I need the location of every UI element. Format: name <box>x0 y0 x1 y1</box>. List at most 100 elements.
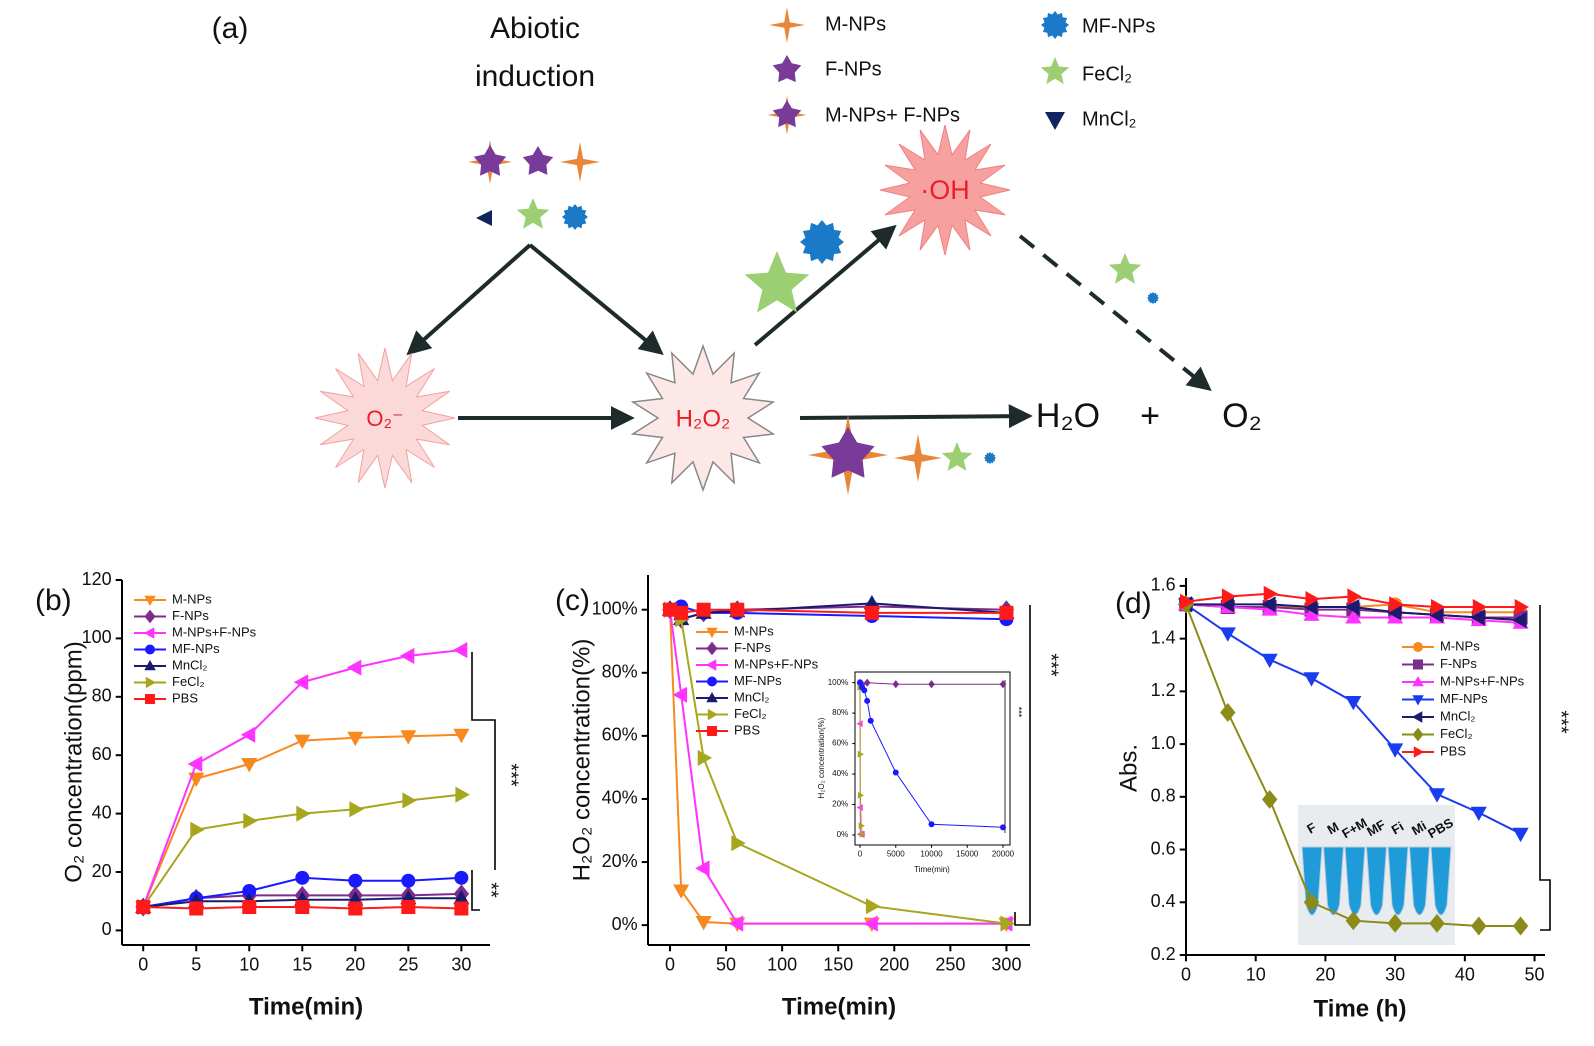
marker <box>1514 599 1529 615</box>
y-tick-label: 0.8 <box>1151 786 1176 806</box>
x-tick-label: 5 <box>191 954 201 974</box>
marker <box>402 792 417 809</box>
marker <box>348 901 363 916</box>
marker <box>1305 591 1320 608</box>
marker <box>189 901 204 916</box>
y-tick-label: 80% <box>832 708 848 717</box>
marker <box>1428 788 1445 803</box>
marker <box>857 679 864 686</box>
legend-label: MF-NPs <box>172 641 220 656</box>
marker <box>1344 599 1360 615</box>
marker <box>1512 612 1527 629</box>
x-tick-label: 300 <box>991 954 1021 974</box>
y-tick-label: 60 <box>92 744 112 764</box>
icon <box>473 145 507 176</box>
icon <box>1041 11 1069 39</box>
legend-label: FeCl₂ <box>172 674 205 689</box>
y-tick-label: 0.4 <box>1151 891 1176 911</box>
significance-bracket <box>471 870 480 911</box>
annotation: *** <box>1014 707 1024 718</box>
icon <box>1147 292 1159 304</box>
icon <box>1040 57 1070 85</box>
marker <box>346 659 362 676</box>
marker <box>999 605 1014 620</box>
heading: Abiotic <box>490 12 580 45</box>
legend-label: PBS <box>172 690 198 705</box>
marker <box>241 758 258 773</box>
marker <box>136 900 151 915</box>
marker <box>453 889 470 905</box>
legend-marker <box>1413 659 1423 670</box>
legend-label: M-NPs+F-NPs <box>1440 673 1525 688</box>
y-tick-label: 40% <box>832 769 848 778</box>
marker <box>1303 606 1320 621</box>
marker <box>1262 790 1278 809</box>
y-tick-label: 100 <box>82 627 112 647</box>
panel-label: (a) <box>212 12 249 45</box>
y-tick-label: 1.4 <box>1151 627 1176 647</box>
plot-frame <box>854 671 1011 846</box>
annotation: *** <box>500 763 522 787</box>
legend-label: MF-NPs <box>734 673 782 688</box>
legend-marker <box>706 641 718 656</box>
legend-marker <box>1412 676 1424 687</box>
marker <box>928 680 935 689</box>
marker <box>400 730 417 745</box>
marker <box>696 602 711 617</box>
y-axis-title: H₂O₂ concentration(%) <box>568 639 595 882</box>
icon <box>522 146 554 175</box>
marker <box>861 687 868 694</box>
x-tick-label: 25 <box>398 954 418 974</box>
icon <box>800 220 844 264</box>
x-tick-label: 50 <box>716 954 736 974</box>
marker <box>1472 599 1488 615</box>
x-tick-label: 40 <box>1455 964 1475 984</box>
legend-label: MF-NPs <box>1440 691 1488 706</box>
legend-label: FeCl₂ <box>1440 726 1473 741</box>
marker <box>730 602 745 617</box>
y-tick-label: 0 <box>102 919 112 939</box>
legend-marker <box>706 692 718 703</box>
marker <box>349 801 364 818</box>
marker <box>1303 892 1320 912</box>
legend-label: F-NPs <box>734 640 771 655</box>
marker <box>295 870 310 885</box>
legend-marker <box>1413 746 1424 758</box>
marker <box>695 860 710 877</box>
x-tick-label: 10 <box>1246 964 1266 984</box>
x-tick-label: 15 <box>292 954 312 974</box>
legend-label: F-NPs <box>1440 656 1477 671</box>
legend-label: FeCl₂ <box>1082 63 1132 85</box>
legend-marker <box>1412 695 1424 706</box>
tube <box>1365 846 1388 916</box>
y-tick-label: 40 <box>92 802 112 822</box>
marker <box>399 647 415 664</box>
x-axis-title: Time (h) <box>1314 995 1407 1022</box>
y-axis-title: Abs. <box>1115 744 1142 792</box>
tube <box>1430 846 1452 916</box>
marker <box>455 786 470 803</box>
marker <box>454 901 469 916</box>
marker <box>1261 653 1278 669</box>
arrow <box>1018 234 1212 392</box>
icon <box>1045 112 1065 130</box>
marker <box>697 749 712 766</box>
node-label: O₂⁻ <box>366 406 403 431</box>
node-burst <box>879 124 1011 256</box>
y-tick-label: 0% <box>612 914 638 934</box>
legend-label: M-NPs <box>172 591 212 606</box>
panel-label: (d) <box>1115 587 1152 620</box>
product: O₂ <box>1222 397 1262 435</box>
node-burst <box>630 343 776 493</box>
x-tick-label: 30 <box>1385 964 1405 984</box>
marker <box>294 734 311 749</box>
arrow <box>753 224 897 347</box>
x-axis-title: Time(min) <box>914 865 950 874</box>
y-tick-label: 20% <box>602 851 638 871</box>
marker <box>240 726 256 743</box>
legend-marker <box>145 694 155 704</box>
marker <box>1387 743 1404 758</box>
y-tick-label: 20% <box>832 800 848 809</box>
icon <box>894 434 942 482</box>
